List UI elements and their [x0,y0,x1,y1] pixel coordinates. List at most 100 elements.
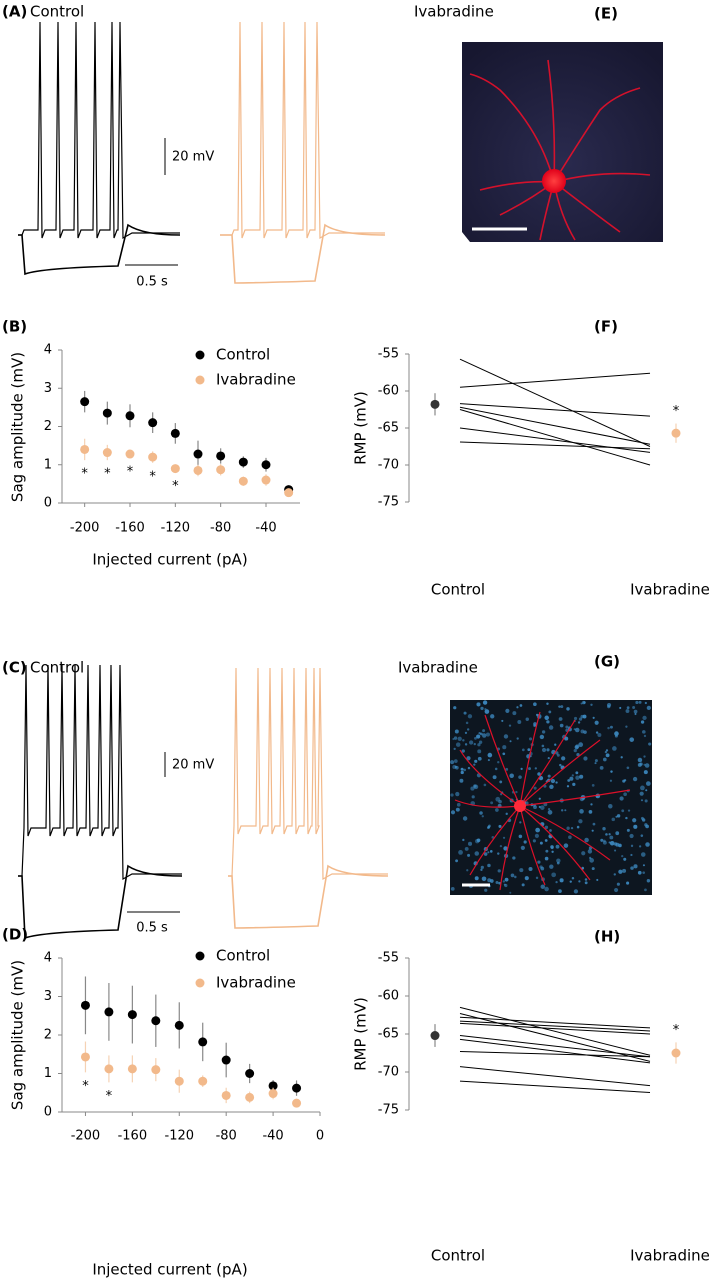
nucleus [545,849,549,853]
y-tick-label: -55 [378,951,399,966]
nucleus [611,817,616,822]
trace [220,21,385,240]
nucleus [637,870,642,875]
nucleus [638,700,642,704]
y-tick-label: 0 [44,496,52,511]
nucleus [576,825,580,829]
nucleus [456,802,461,807]
nucleus [618,869,623,874]
nucleus [540,884,546,889]
nucleus [450,810,456,815]
nucleus [503,734,509,739]
mean-point [430,399,440,409]
nucleus [520,845,525,850]
nucleus [474,736,477,740]
significance: * [172,479,179,494]
nucleus [477,749,482,754]
nucleus [501,719,504,723]
nucleus [625,816,628,820]
nucleus [590,703,593,706]
nucleus [630,853,633,857]
scale-label: 20 mV [172,758,214,773]
nucleus [620,756,623,759]
nucleus [584,878,588,881]
nucleus [533,724,537,728]
nucleus [645,789,648,792]
nucleus [633,864,638,869]
nucleus [555,781,558,784]
nucleus [622,868,627,873]
nucleus [588,810,593,814]
paired-line [459,372,651,388]
nucleus [602,826,606,831]
nucleus [534,833,539,838]
x-axis-label: Injected current (pA) [92,1261,247,1279]
nucleus [644,799,648,803]
nucleus [457,736,462,741]
nucleus [544,886,549,892]
nucleus [597,732,602,737]
legend-label: Ivabradine [216,974,296,992]
nucleus [584,881,588,885]
nucleus [533,702,537,707]
nucleus [453,747,456,751]
nucleus [462,838,465,842]
panel-label: (H) [594,928,620,946]
nucleus [646,705,651,710]
nucleus [487,878,492,883]
trace [228,667,388,881]
nucleus [502,745,507,750]
significance: * [149,469,156,484]
nucleus [594,759,598,763]
data-point [80,397,90,407]
nucleus [605,749,609,752]
nucleus [505,767,509,771]
data-point [216,451,226,461]
nucleus [509,740,512,743]
nucleus [487,825,491,829]
nucleus [567,779,571,782]
nucleus [630,866,634,870]
nucleus [632,776,638,782]
nucleus [587,849,593,854]
nucleus [602,757,607,762]
nucleus [619,796,624,801]
nucleus [609,840,615,846]
data-point [284,488,294,498]
data-point [80,444,90,454]
y-tick-label: 1 [44,457,52,472]
nucleus [466,756,471,761]
y-tick-label: 3 [44,381,52,396]
nucleus [478,732,481,735]
nucleus [459,778,464,783]
nucleus [600,838,604,842]
data-point [151,1065,161,1075]
nucleus [450,887,455,891]
nucleus [502,752,506,756]
nucleus [621,854,624,858]
nucleus [558,717,563,721]
nucleus [479,811,483,815]
nucleus [625,725,628,728]
nucleus [573,748,577,753]
nucleus [558,705,561,708]
paired-line [459,1035,651,1058]
nucleus [569,776,574,781]
paired-line [459,1022,651,1035]
nucleus [484,709,490,714]
scale-label: 20 mV [172,150,214,165]
y-tick-label: 0 [44,1105,52,1120]
legend-marker [195,951,205,961]
nucleus [560,705,564,709]
nucleus [467,853,471,857]
x-tick-label: -200 [70,521,100,536]
nucleus [455,791,460,797]
nucleus [556,861,560,865]
nucleus [515,790,518,794]
data-point [268,1081,278,1091]
nucleus [594,720,599,725]
nucleus [533,786,537,790]
nucleus [589,858,595,863]
nucleus [482,700,488,705]
